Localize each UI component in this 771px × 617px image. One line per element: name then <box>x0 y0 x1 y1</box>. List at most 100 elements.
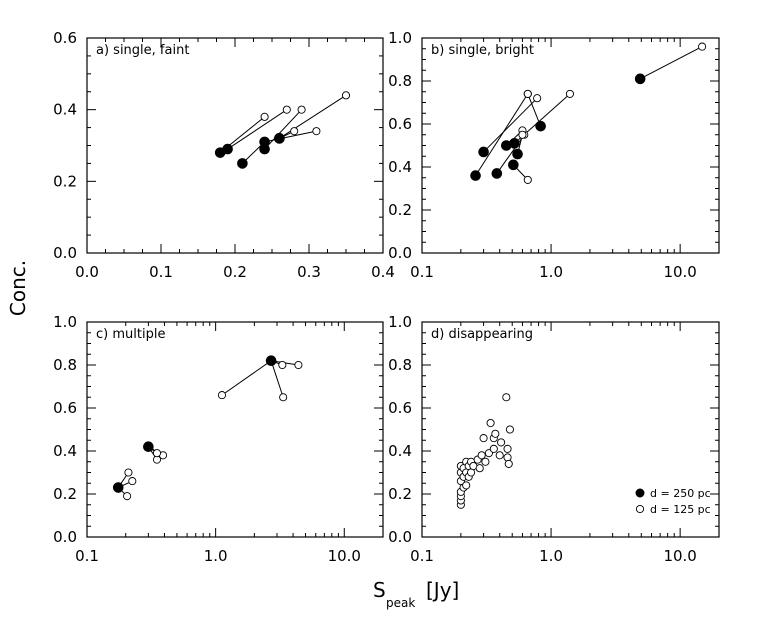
y-tick-label: 0.4 <box>53 101 77 119</box>
y-tick-label: 0.0 <box>388 244 412 262</box>
pair-connector <box>483 97 538 153</box>
open-point <box>481 457 490 466</box>
open-point <box>533 94 542 103</box>
y-tick-label: 0.2 <box>53 172 77 190</box>
y-tick-label: 0.0 <box>53 244 77 262</box>
panel-title: a) single, faint <box>96 43 189 58</box>
open-point <box>503 444 512 453</box>
open-point <box>290 127 299 136</box>
open-point <box>282 105 291 114</box>
filled-point <box>491 168 503 179</box>
panel-title: d) disappearing <box>431 327 533 342</box>
x-tick-label: 0.4 <box>371 263 395 281</box>
x-tick-label: 0.1 <box>410 547 434 565</box>
x-tick-label: 10.0 <box>663 547 696 565</box>
filled-point <box>143 441 154 453</box>
open-point <box>124 468 133 477</box>
pair-connector <box>496 134 525 174</box>
open-point <box>152 449 162 458</box>
x-tick-label: 0.1 <box>410 263 434 281</box>
panel-frame <box>86 37 384 254</box>
x-axis-title-main: S <box>373 578 386 602</box>
panel-d: 0.0 0.2 0.4 0.6 0.8 1.0 0.1 1.0 10.0 d) disappear… <box>388 313 720 565</box>
open-point <box>294 360 303 370</box>
open-point <box>491 429 500 438</box>
legend-filled-marker <box>635 488 645 498</box>
filled-point <box>259 136 270 148</box>
open-point <box>260 112 269 121</box>
panel-title: b) single, bright <box>431 43 534 58</box>
filled-point <box>237 158 248 169</box>
pair-connector <box>527 93 542 127</box>
open-point <box>217 391 227 400</box>
x-axis-title-unit: [Jy] <box>426 578 459 602</box>
pair-connector <box>639 46 703 80</box>
y-tick-label: 0.8 <box>388 356 412 374</box>
pair-connector <box>221 360 272 396</box>
y-tick-label: 0.4 <box>388 442 412 460</box>
panel-b: 0.0 0.2 0.4 0.6 0.8 1.0 0.1 1.0 10.0 b) single, b… <box>388 29 720 281</box>
open-point <box>462 481 471 490</box>
open-point <box>502 393 511 402</box>
open-point <box>518 130 527 139</box>
x-tick-label: 1.0 <box>539 547 563 565</box>
pair-connector <box>475 93 529 176</box>
pair-connector <box>264 109 302 150</box>
open-point <box>486 418 495 428</box>
filled-point <box>478 146 489 158</box>
filled-point <box>274 133 285 144</box>
y-tick-label: 0.4 <box>388 158 412 176</box>
y-tick-label: 0.4 <box>53 442 77 460</box>
open-point <box>565 89 574 98</box>
panel-c: 0.0 0.2 0.4 0.6 0.8 1.0 0.1 1.0 10.0 c) multiple <box>53 313 384 565</box>
open-point <box>503 453 512 462</box>
legend-open-label: d = 125 pc <box>650 503 711 516</box>
filled-point <box>508 159 519 171</box>
legend: d = 250 pc d = 125 pc <box>635 487 711 516</box>
open-point <box>477 451 486 460</box>
y-axis-title: Conc. <box>6 260 30 316</box>
open-point <box>523 89 532 98</box>
filled-point <box>112 482 124 493</box>
y-tick-label: 0.0 <box>53 528 77 546</box>
pair-connector <box>227 109 288 150</box>
open-point <box>505 425 514 434</box>
open-point <box>297 105 306 114</box>
filled-point <box>222 143 233 155</box>
open-point <box>278 360 287 370</box>
open-point <box>475 464 484 473</box>
filled-point <box>535 120 546 132</box>
legend-filled-label: d = 250 pc <box>650 487 711 500</box>
y-tick-label: 0.0 <box>388 528 412 546</box>
x-tick-label: 10.0 <box>328 547 361 565</box>
y-tick-label: 0.6 <box>388 115 412 133</box>
open-point <box>497 438 506 447</box>
open-point <box>495 451 504 460</box>
y-tick-label: 0.2 <box>388 201 412 219</box>
x-tick-label: 1.0 <box>204 547 228 565</box>
y-tick-label: 1.0 <box>388 313 412 331</box>
pair-connector <box>270 360 284 398</box>
open-point <box>123 492 132 501</box>
open-point <box>504 459 513 468</box>
open-point <box>523 175 532 184</box>
x-tick-label: 0.2 <box>223 263 247 281</box>
legend-open-marker <box>635 504 645 514</box>
filled-point <box>512 148 523 160</box>
y-tick-label: 0.8 <box>388 72 412 90</box>
y-tick-label: 0.6 <box>53 399 77 417</box>
x-tick-label: 0.3 <box>297 263 321 281</box>
panel-frame <box>86 321 384 538</box>
pair-connector <box>264 130 317 143</box>
y-tick-label: 0.6 <box>53 29 77 47</box>
open-point <box>279 393 288 402</box>
open-point <box>312 127 321 136</box>
filled-point <box>634 73 646 85</box>
panel-a: 0.0 0.2 0.4 0.6 0.0 0.1 0.2 0.3 0.4 a) single, fa… <box>53 29 395 281</box>
filled-point <box>265 355 277 367</box>
x-tick-label: 10.0 <box>663 263 696 281</box>
filled-point <box>470 170 481 181</box>
